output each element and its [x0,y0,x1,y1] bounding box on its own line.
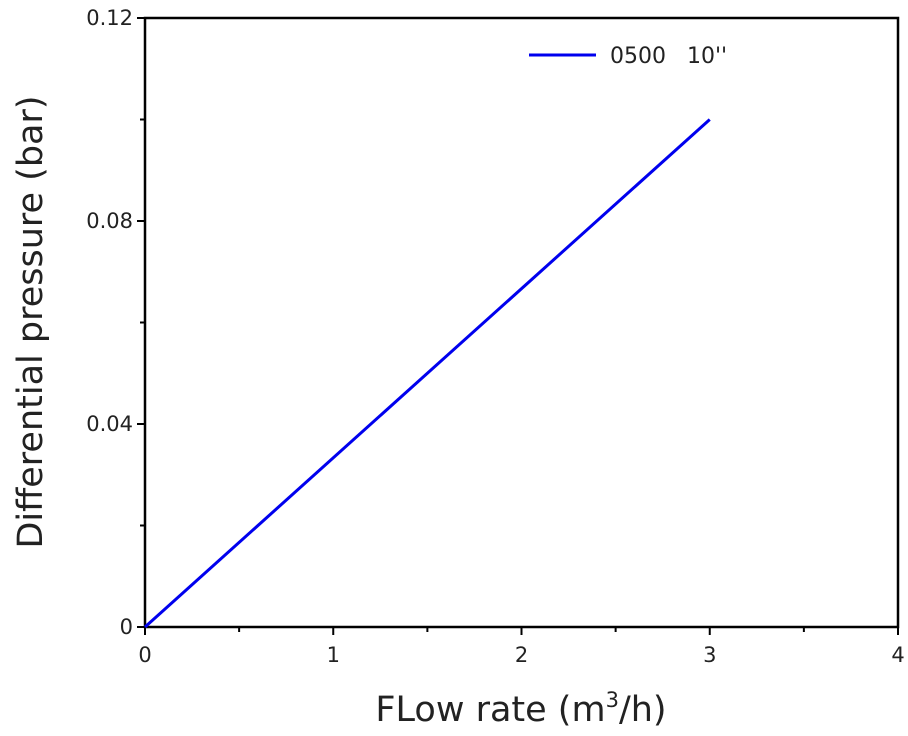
legend: 0500 10'' [529,44,727,69]
plot-frame [143,16,900,629]
x-axis-ticks: 0 1 2 3 4 [138,627,905,667]
x-tick-label: 2 [515,643,528,667]
y-axis-ticks: 0 0.04 0.08 0.12 [86,6,145,639]
x-tick-label: 4 [891,643,904,667]
series-line [143,118,711,629]
y-tick-label: 0 [120,615,133,639]
y-tick-label: 0.04 [86,412,133,436]
x-axis-title-superscript: 3 [606,688,619,712]
legend-label: 0500 10'' [610,44,727,69]
x-axis-title: FLow rate (m3/h) [375,688,666,730]
x-axis-title-tail: /h) [619,690,667,730]
x-tick-label: 1 [327,643,340,667]
y-tick-label: 0.08 [86,209,133,233]
x-axis-title-main: FLow rate (m [375,690,605,730]
series-layer [143,118,711,629]
y-axis-title: Differential pressure (bar) [11,95,51,548]
y-tick-label: 0.12 [86,6,133,30]
x-tick-label: 3 [703,643,716,667]
x-tick-label: 0 [138,643,151,667]
